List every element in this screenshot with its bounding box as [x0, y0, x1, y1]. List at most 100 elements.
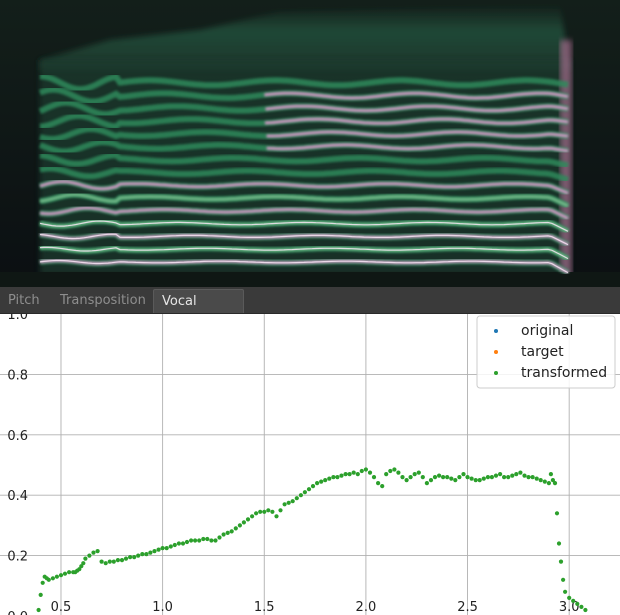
- harmonic-band-core: [39, 88, 569, 104]
- transformed-point: [416, 470, 421, 475]
- transformed-point: [384, 472, 389, 477]
- transformed-point: [481, 476, 486, 481]
- tab-transposition[interactable]: Transposition: [60, 293, 146, 308]
- transformed-point: [441, 475, 446, 480]
- transformed-point: [119, 558, 125, 563]
- transformed-point: [351, 470, 356, 475]
- transformed-point: [412, 472, 417, 477]
- transformed-point: [79, 564, 84, 569]
- transformed-point: [217, 535, 222, 540]
- x-tick-label: 1.5: [254, 600, 275, 615]
- x-tick-label: 0.5: [51, 600, 72, 615]
- transformed-point: [546, 481, 552, 486]
- transformed-point: [315, 481, 320, 486]
- y-tick-label: 0.2: [7, 550, 28, 565]
- transformed-point: [485, 475, 490, 480]
- transformed-point: [225, 530, 230, 535]
- transformed-point: [323, 478, 328, 483]
- transformed-point: [95, 549, 100, 554]
- transformed-point: [498, 472, 503, 477]
- x-tick-label: 3.0: [559, 600, 580, 615]
- transformed-point: [339, 473, 344, 478]
- transformed-point: [180, 541, 186, 546]
- transformed-point: [489, 475, 494, 480]
- transformed-point: [294, 496, 299, 501]
- harmonic-band-core: [39, 127, 569, 141]
- transformed-point: [514, 472, 519, 477]
- transformed-point: [359, 468, 364, 474]
- harmonic-band-core: [39, 193, 569, 208]
- transformed-point: [213, 538, 218, 543]
- transformed-point: [201, 536, 206, 542]
- transformed-point: [148, 550, 153, 555]
- y-tick-label: 0.4: [7, 489, 28, 504]
- transformed-point: [554, 511, 560, 516]
- y-tick-label: 0.0: [7, 610, 28, 615]
- transformed-point: [270, 509, 275, 514]
- tab-vocal-effort[interactable]: Vocal Effort: [153, 289, 244, 333]
- tick-labels: 0.5 1.0 1.5 2.0 2.5 3.0 0.0 0.2 0.4 0.6 0.8 1.0: [7, 314, 579, 615]
- harmonic-band-highlight: [39, 246, 569, 260]
- harmonic-band-core: [39, 180, 569, 195]
- transformed-point: [140, 552, 145, 557]
- transformed-point: [254, 511, 259, 516]
- transformed-point: [563, 589, 568, 594]
- transformed-point: [428, 478, 434, 483]
- transformed-point: [571, 598, 576, 603]
- transformed-point: [437, 473, 442, 478]
- transformed-point: [548, 472, 554, 477]
- transformed-point: [164, 546, 169, 551]
- transformed-point: [99, 559, 104, 564]
- transformed-point: [522, 473, 527, 478]
- transformed-point: [282, 502, 287, 507]
- transformed-point: [168, 544, 173, 549]
- transformed-point: [388, 468, 393, 474]
- transformed-point: [77, 567, 82, 572]
- transformed-point: [298, 493, 303, 498]
- legend: original target transformed: [476, 315, 616, 389]
- transformed-point: [274, 514, 279, 519]
- transformed-point: [87, 553, 92, 558]
- transformed-point: [335, 475, 340, 480]
- transformed-point: [233, 526, 238, 531]
- transformed-point: [404, 478, 409, 483]
- transformed-point: [286, 500, 291, 505]
- transformed-point: [123, 556, 129, 561]
- vocal-effort-plot: 0.5 1.0 1.5 2.0 2.5 3.0 0.0 0.2 0.4 0.6 0.8 1.0 ori…: [0, 314, 620, 615]
- transformed-point: [534, 476, 539, 481]
- transformed-point: [457, 475, 462, 480]
- grid-lines: [0, 314, 620, 615]
- harmonic-band: [39, 165, 569, 183]
- transformed-point: [567, 595, 572, 600]
- transformed-point: [103, 561, 108, 566]
- transformed-point: [111, 559, 116, 564]
- legend-label-original: original: [521, 323, 573, 339]
- transformed-point: [331, 475, 336, 480]
- transformed-point: [556, 541, 562, 546]
- transformed-point: [518, 470, 523, 475]
- transformed-point: [237, 523, 242, 528]
- transformed-point: [310, 484, 316, 489]
- harmonic-band-highlight: [39, 259, 569, 274]
- transformed-point: [115, 558, 120, 563]
- harmonic-band-core: [39, 206, 569, 220]
- y-tick-label: 1.0: [7, 314, 28, 323]
- transformed-point: [193, 538, 198, 543]
- transformed-point: [306, 487, 312, 492]
- harmonic-band-core: [39, 140, 569, 153]
- transformed-point: [245, 517, 251, 522]
- transformed-point: [465, 475, 470, 480]
- transformed-point: [278, 508, 283, 513]
- transformed-point: [461, 472, 466, 477]
- transformed-point: [302, 490, 307, 495]
- transformed-point: [144, 552, 149, 557]
- transformed-point: [189, 538, 194, 543]
- tab-pitch[interactable]: Pitch: [8, 293, 40, 308]
- transformed-point: [355, 472, 360, 477]
- harmonic-bands: [38, 73, 570, 276]
- transformed-point: [40, 580, 45, 585]
- transformed-point: [83, 556, 88, 561]
- transformed-point: [62, 571, 68, 576]
- transformed-point: [184, 539, 190, 545]
- transformed-point: [538, 478, 543, 483]
